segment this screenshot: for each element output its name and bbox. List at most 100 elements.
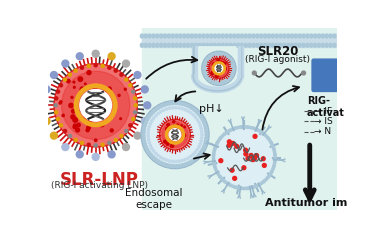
Circle shape <box>168 160 171 162</box>
Circle shape <box>223 70 224 71</box>
Ellipse shape <box>221 43 224 47</box>
Text: → N: → N <box>314 127 332 136</box>
Circle shape <box>155 115 157 117</box>
Ellipse shape <box>287 43 290 47</box>
Circle shape <box>228 67 230 70</box>
Text: SLR20: SLR20 <box>257 45 298 58</box>
Circle shape <box>170 138 172 140</box>
Circle shape <box>171 107 174 109</box>
Ellipse shape <box>314 43 317 47</box>
Circle shape <box>230 60 233 63</box>
Circle shape <box>93 86 97 90</box>
Ellipse shape <box>210 43 213 47</box>
Ellipse shape <box>321 34 324 38</box>
Circle shape <box>98 117 100 118</box>
Ellipse shape <box>294 43 297 47</box>
Circle shape <box>88 115 91 119</box>
Ellipse shape <box>164 43 167 47</box>
Circle shape <box>43 86 50 93</box>
Circle shape <box>232 70 235 73</box>
Circle shape <box>230 73 233 76</box>
Circle shape <box>181 131 184 134</box>
Circle shape <box>162 109 165 111</box>
Circle shape <box>174 126 177 129</box>
Circle shape <box>152 110 155 113</box>
Circle shape <box>223 67 225 69</box>
Circle shape <box>124 88 126 90</box>
Circle shape <box>181 107 183 110</box>
Circle shape <box>200 127 202 129</box>
Circle shape <box>80 141 83 144</box>
Circle shape <box>208 64 211 66</box>
Circle shape <box>80 89 111 121</box>
Circle shape <box>217 59 219 61</box>
Circle shape <box>223 62 224 63</box>
Ellipse shape <box>156 34 159 38</box>
Circle shape <box>216 65 218 67</box>
Ellipse shape <box>152 34 155 38</box>
Circle shape <box>125 78 128 81</box>
Circle shape <box>152 156 155 159</box>
Ellipse shape <box>314 34 317 38</box>
Circle shape <box>149 122 152 125</box>
Circle shape <box>174 106 177 109</box>
Ellipse shape <box>237 34 240 38</box>
Ellipse shape <box>240 34 244 38</box>
Circle shape <box>230 168 234 172</box>
Ellipse shape <box>194 43 197 47</box>
Circle shape <box>87 143 90 146</box>
Ellipse shape <box>198 43 201 47</box>
Circle shape <box>143 139 146 143</box>
Circle shape <box>59 102 61 104</box>
Circle shape <box>125 130 128 133</box>
Ellipse shape <box>186 34 190 38</box>
Circle shape <box>134 104 137 107</box>
Circle shape <box>64 130 67 133</box>
Circle shape <box>73 126 76 129</box>
Circle shape <box>232 63 235 67</box>
Circle shape <box>208 67 210 70</box>
Circle shape <box>67 79 70 83</box>
Circle shape <box>101 64 104 67</box>
Circle shape <box>85 93 88 96</box>
Circle shape <box>211 72 214 74</box>
Circle shape <box>206 76 209 79</box>
Circle shape <box>205 139 208 143</box>
Circle shape <box>86 129 89 132</box>
Circle shape <box>225 61 228 63</box>
Circle shape <box>106 89 108 91</box>
Ellipse shape <box>244 43 247 47</box>
Ellipse shape <box>148 34 151 38</box>
Ellipse shape <box>167 34 170 38</box>
Circle shape <box>253 135 257 138</box>
Circle shape <box>165 164 168 167</box>
Circle shape <box>219 64 221 66</box>
Ellipse shape <box>229 43 232 47</box>
Ellipse shape <box>217 43 220 47</box>
Ellipse shape <box>325 34 328 38</box>
Circle shape <box>59 124 62 127</box>
Circle shape <box>181 160 183 162</box>
Ellipse shape <box>306 43 309 47</box>
Circle shape <box>213 76 215 78</box>
Ellipse shape <box>302 34 305 38</box>
Circle shape <box>184 163 188 166</box>
Circle shape <box>83 106 86 110</box>
Ellipse shape <box>237 43 240 47</box>
Circle shape <box>253 156 256 160</box>
Circle shape <box>199 143 202 145</box>
Circle shape <box>50 72 58 78</box>
Circle shape <box>208 71 211 73</box>
Ellipse shape <box>325 43 328 47</box>
Circle shape <box>203 70 206 73</box>
Circle shape <box>165 108 168 110</box>
Circle shape <box>194 116 197 118</box>
Circle shape <box>169 129 181 140</box>
Circle shape <box>148 141 150 143</box>
Circle shape <box>60 101 62 103</box>
Circle shape <box>198 146 200 148</box>
Circle shape <box>80 110 82 111</box>
Circle shape <box>157 106 160 109</box>
Circle shape <box>187 161 190 164</box>
Circle shape <box>150 113 153 116</box>
